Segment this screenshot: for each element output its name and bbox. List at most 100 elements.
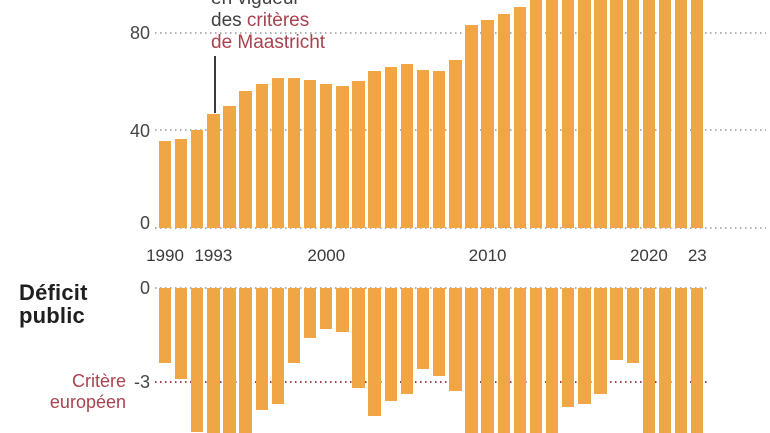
debt-bar-2000 [320,84,333,228]
deficit-bar-1998 [287,288,301,364]
deficit-bar-2002 [352,288,365,389]
debt-bar-2005 [400,63,414,228]
deficit-bar-2013 [529,288,543,433]
deficit-bar-2023 [691,288,704,433]
deficit-bar-1999 [303,288,317,339]
deficit-bar-1993 [207,288,220,433]
debt-bar-2012 [513,6,527,228]
debt-bar-2018 [610,0,623,228]
debt-bar-2004 [384,67,397,228]
deficit-bar-2003 [368,288,381,417]
annotation-segment: des [211,10,247,31]
deficit-bar-2007 [433,288,446,376]
deficit-chart-title: Déficit public [19,281,88,327]
debt-bar-1994 [223,106,236,228]
deficit-bar-2016 [578,288,591,404]
debt-bar-2021 [658,0,672,228]
deficit-bar-1991 [174,288,188,379]
debt-bar-2003 [368,70,381,228]
deficit-title-line2: public [19,303,85,328]
debt-ytick-80: 80 [129,23,150,43]
debt-bar-1992 [191,129,204,228]
deficit-bar-2015 [562,288,575,407]
xtick-1993: 1993 [194,246,233,265]
deficit-bar-2009 [465,288,478,433]
deficit-bar-2004 [384,288,397,401]
debt-bar-1991 [174,139,188,228]
deficit-bar-2005 [400,288,414,395]
criterion-label-line2: européen [49,392,126,412]
deficit-bar-2008 [449,288,462,392]
xtick-2000: 2000 [307,246,346,265]
debt-bar-2020 [642,0,656,228]
debt-bar-2015 [562,0,575,228]
debt-bar-1990 [158,141,172,228]
european-criterion-label: Critère européen [6,371,126,413]
annotation-segment: de Maastricht [211,32,326,53]
xtick-2010: 2010 [468,246,507,265]
annotation-pointer-line [214,56,216,113]
debt-ytick-40: 40 [129,120,150,141]
deficit-bar-1992 [191,288,204,432]
debt-bar-1996 [255,84,268,228]
annotation-line-2: des critères [211,10,325,32]
debt-bar-2007 [433,70,446,228]
debt-bar-2006 [416,70,430,228]
debt-bar-2001 [336,85,349,228]
deficit-bar-2021 [658,288,672,433]
deficit-bar-2020 [642,288,656,433]
deficit-bar-2011 [497,288,510,433]
deficit-bar-1995 [239,288,252,433]
debt-bar-2013 [529,0,543,228]
annotation-segment: en vigueur [211,0,300,9]
deficit-bar-2018 [610,288,623,360]
debt-bar-2002 [352,80,365,228]
xtick-23: 23 [687,246,707,265]
debt-bar-2019 [626,0,639,228]
deficit-bar-1997 [271,288,285,404]
deficit-ytick-0: 0 [139,278,150,298]
debt-bar-2016 [578,0,591,228]
debt-bar-1993 [207,114,220,228]
xtick-2020: 2020 [629,246,668,265]
annotation-segment: critères [246,10,310,31]
xtick-1990: 1990 [146,246,184,265]
deficit-gridline-0 [155,286,707,289]
debt-bar-1995 [239,91,252,228]
debt-bar-2017 [594,0,607,228]
annotation-line-3: de Maastricht [211,32,325,54]
deficit-bar-2022 [674,288,688,433]
debt-bar-1997 [271,78,285,228]
debt-bar-2009 [465,25,478,228]
debt-bar-2022 [674,0,688,228]
debt-bar-2010 [481,19,494,228]
deficit-bar-2017 [594,288,607,395]
debt-bar-2008 [449,60,462,228]
deficit-bar-2000 [320,288,333,329]
deficit-gridline-minus3 [155,380,707,383]
debt-ytick-0: 0 [139,212,150,233]
deficit-bar-2010 [481,288,494,433]
debt-bar-1999 [303,80,317,228]
deficit-bar-2014 [545,288,559,433]
debt-bar-1998 [287,78,301,228]
deficit-ytick--3: -3 [133,372,150,392]
deficit-bar-1990 [158,288,172,364]
deficit-title-line1: Déficit [19,280,88,305]
debt-bar-2023 [691,0,704,228]
deficit-bar-2006 [416,288,430,370]
criterion-label-line1: Critère [71,371,126,391]
debt-bar-2011 [497,13,510,228]
deficit-bar-2012 [513,288,527,433]
deficit-bar-1994 [223,288,236,433]
deficit-bar-2001 [336,288,349,332]
annotation-line-1: en vigueur [211,0,325,10]
deficit-bar-2019 [626,288,639,364]
debt-gridline-80 [155,31,766,34]
debt-bar-2014 [545,0,559,228]
deficit-bar-1996 [255,288,268,411]
